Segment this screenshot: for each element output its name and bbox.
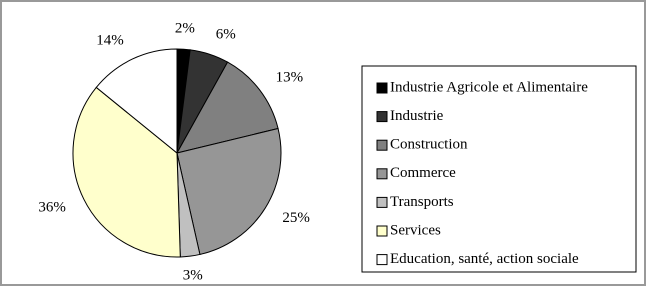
legend-swatch — [376, 139, 388, 151]
legend-swatch — [376, 111, 388, 123]
legend-box — [361, 65, 637, 273]
legend-label: Transports — [390, 194, 454, 210]
legend-label: Education, santé, action sociale — [390, 251, 579, 267]
data-label: 2% — [175, 21, 195, 37]
legend-label: Construction — [390, 137, 468, 153]
legend-label: Industrie — [390, 108, 444, 124]
pie-slice — [95, 48, 178, 155]
data-label: 3% — [183, 267, 203, 283]
data-label: 14% — [96, 32, 124, 48]
legend-swatch — [376, 168, 388, 180]
data-label: 6% — [216, 27, 236, 43]
legend-label: Industrie Agricole et Alimentaire — [390, 79, 588, 95]
pie-slice — [176, 61, 279, 154]
legend-label: Commerce — [390, 165, 456, 181]
legend-swatch — [376, 225, 388, 237]
data-label: 25% — [282, 210, 310, 226]
legend-label: Services — [390, 222, 441, 238]
pie-slice — [72, 86, 181, 258]
data-label: 36% — [38, 200, 66, 216]
legend-swatch — [376, 82, 388, 94]
legend-swatch — [376, 196, 388, 208]
data-label: 13% — [276, 69, 304, 85]
legend-swatch — [376, 254, 388, 266]
pie-slice — [176, 127, 282, 256]
